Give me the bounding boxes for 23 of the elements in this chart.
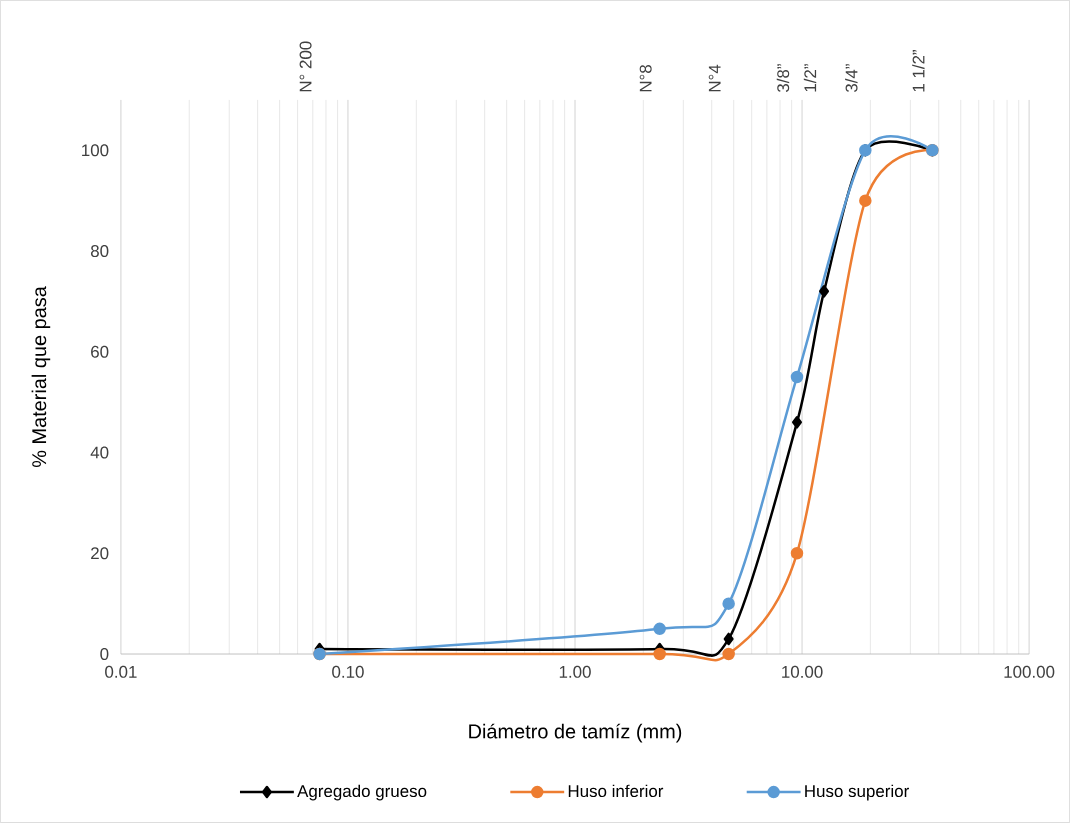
text: 3/4” — [845, 64, 858, 93]
x-tick-label: 100.00 — [1004, 665, 1055, 678]
y-tick-label: 80 — [90, 245, 109, 258]
x-tick-label: 0.10 — [332, 665, 364, 678]
legend-label: Huso inferior — [568, 784, 664, 798]
legend-label: Agregado grueso — [297, 784, 427, 801]
x-tick-label: 1.00 — [559, 665, 591, 678]
text: N° 200 — [299, 41, 312, 92]
x-axis-title: Diámetro de tamíz (mm) — [469, 723, 682, 743]
text: N°8 — [639, 65, 652, 92]
text: 1 1/2” — [912, 50, 925, 92]
y-tick-label: 0 — [100, 648, 109, 661]
text: 1/2” — [803, 64, 817, 92]
text: 3/8” — [776, 64, 790, 93]
x-tick-label: 10.00 — [782, 665, 823, 678]
legend-label: Huso superior — [805, 784, 909, 801]
y-tick-label: 60 — [91, 345, 109, 358]
y-tick-label: 100 — [82, 144, 109, 157]
x-tick-label: 0.01 — [105, 665, 137, 678]
y-axis-title: % Material que pasa — [31, 286, 51, 468]
y-tick-label: 20 — [91, 547, 109, 560]
text: N°4 — [708, 64, 721, 92]
y-tick-label: 40 — [90, 446, 109, 459]
